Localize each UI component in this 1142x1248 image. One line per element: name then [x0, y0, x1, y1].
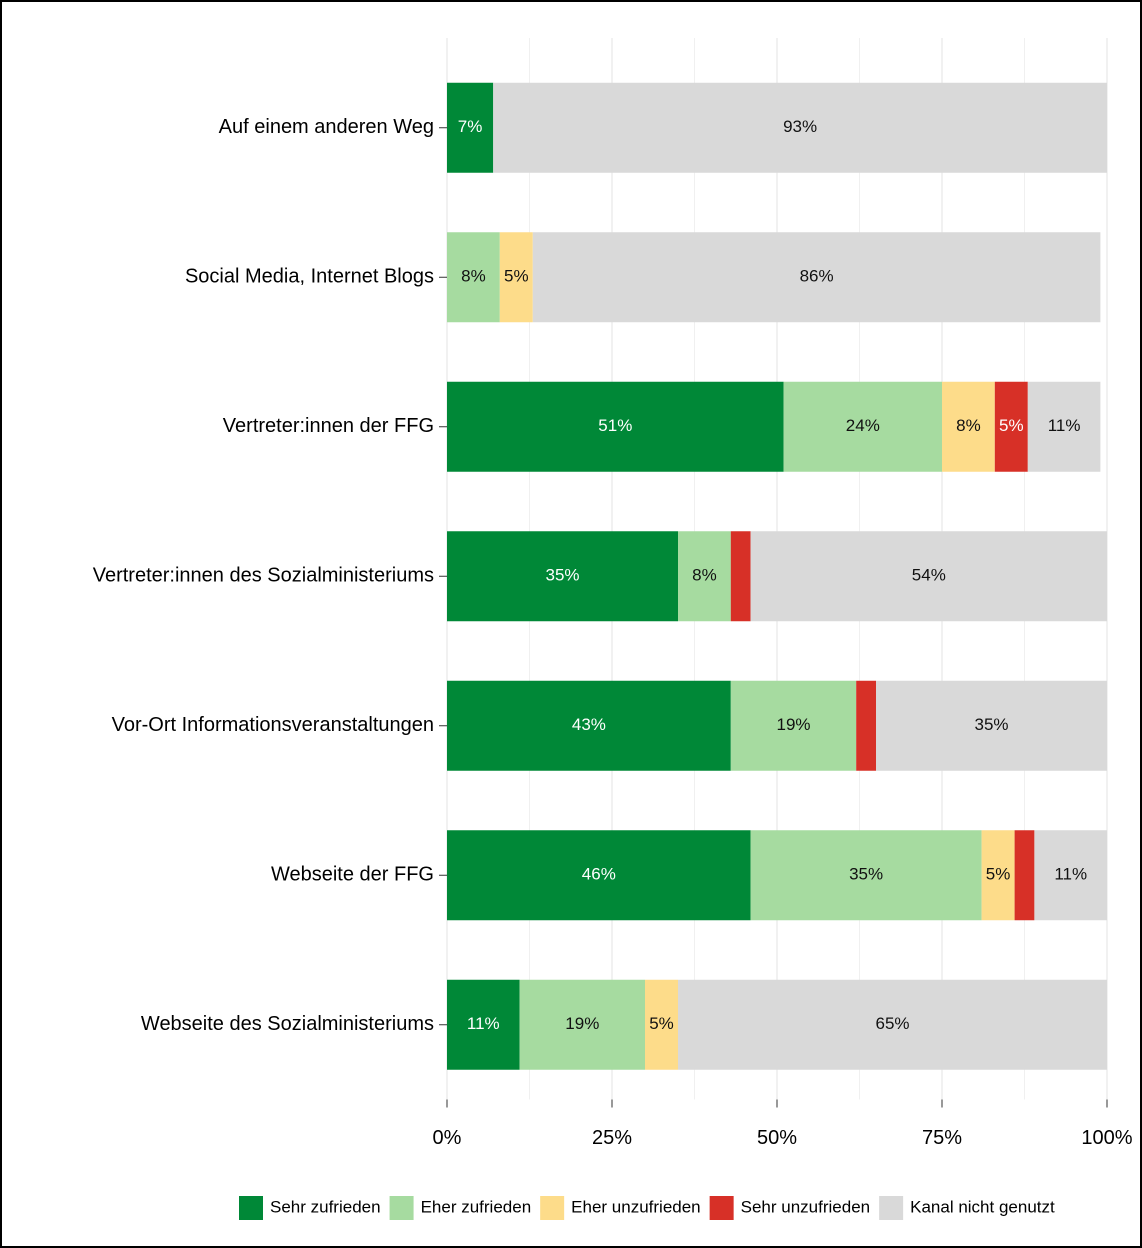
bar-segment	[678, 531, 731, 622]
data-label: 19%	[565, 1014, 599, 1033]
bar-segment	[645, 979, 678, 1070]
data-label: 93%	[783, 117, 817, 136]
data-label: 86%	[800, 267, 834, 286]
x-tick-label: 100%	[1081, 1127, 1132, 1149]
bar-segment	[1027, 381, 1101, 472]
legend-label: Sehr unzufrieden	[741, 1197, 870, 1216]
legend-swatch	[879, 1196, 904, 1220]
data-label: 65%	[875, 1014, 909, 1033]
data-label: 5%	[504, 267, 529, 286]
bar-segment	[1034, 830, 1107, 921]
bar-segment	[532, 232, 1101, 323]
x-tick-label: 0%	[433, 1127, 462, 1149]
legend-label: Eher unzufrieden	[571, 1197, 700, 1216]
bar-segment	[783, 381, 942, 472]
y-tick-label: Webseite des Sozialministeriums	[141, 1013, 434, 1035]
bar-segment	[447, 680, 731, 771]
x-tick-label: 75%	[922, 1127, 962, 1149]
data-label: 7%	[458, 117, 483, 136]
data-label: 54%	[912, 566, 946, 585]
data-label: 24%	[846, 416, 880, 435]
data-label: 11%	[1054, 865, 1087, 884]
bar-segment	[447, 82, 494, 173]
bar-segment	[447, 979, 520, 1070]
bar-segment	[678, 979, 1107, 1070]
legend-label: Kanal nicht genutzt	[910, 1197, 1055, 1216]
data-label: 8%	[692, 566, 717, 585]
legend-label: Sehr zufrieden	[270, 1197, 381, 1216]
bar-segment	[493, 82, 1107, 173]
y-tick-label: Webseite der FFG	[271, 864, 434, 886]
x-tick-label: 50%	[757, 1127, 797, 1149]
legend-swatch	[389, 1196, 414, 1220]
y-tick-label: Auf einem anderen Weg	[219, 116, 434, 138]
bar-segment	[750, 531, 1107, 622]
data-label: 5%	[986, 865, 1011, 884]
legend-swatch	[239, 1196, 263, 1220]
y-tick-label: Vor-Ort Informationsveranstaltungen	[112, 714, 434, 736]
data-label: 11%	[1048, 416, 1081, 435]
data-label: 46%	[582, 865, 616, 884]
legend-swatch	[709, 1196, 734, 1220]
data-label: 8%	[461, 267, 486, 286]
bar-segment	[856, 680, 876, 771]
data-label: 11%	[467, 1014, 500, 1033]
y-tick-label: Social Media, Internet Blogs	[185, 266, 434, 288]
bar-segment	[876, 680, 1107, 771]
data-label: 8%	[956, 416, 981, 435]
data-label: 35%	[849, 865, 883, 884]
data-label: 43%	[572, 715, 606, 734]
legend-label: Eher zufrieden	[421, 1197, 532, 1216]
bar-segment	[519, 979, 645, 1070]
bar-segment	[730, 680, 857, 771]
x-tick-label: 25%	[592, 1127, 632, 1149]
bar-segment	[447, 232, 500, 323]
y-tick-label: Vertreter:innen des Sozialministeriums	[93, 565, 434, 587]
bar-segment	[447, 531, 678, 622]
data-label: 5%	[649, 1014, 674, 1033]
data-label: 35%	[545, 566, 579, 585]
bar-segment	[499, 232, 533, 323]
bar-segment	[942, 381, 995, 472]
bar-segment	[1014, 830, 1035, 921]
data-label: 5%	[999, 416, 1024, 435]
y-tick-label: Vertreter:innen der FFG	[223, 415, 434, 437]
bar-segment	[981, 830, 1015, 921]
bar-segment	[750, 830, 982, 921]
data-label: 35%	[974, 715, 1008, 734]
data-label: 19%	[776, 715, 810, 734]
bar-segment	[447, 381, 784, 472]
legend-swatch	[540, 1196, 565, 1220]
data-label: 51%	[598, 416, 632, 435]
bar-segment	[994, 381, 1028, 472]
bar-segment	[447, 830, 751, 921]
bar-segment	[730, 531, 751, 622]
